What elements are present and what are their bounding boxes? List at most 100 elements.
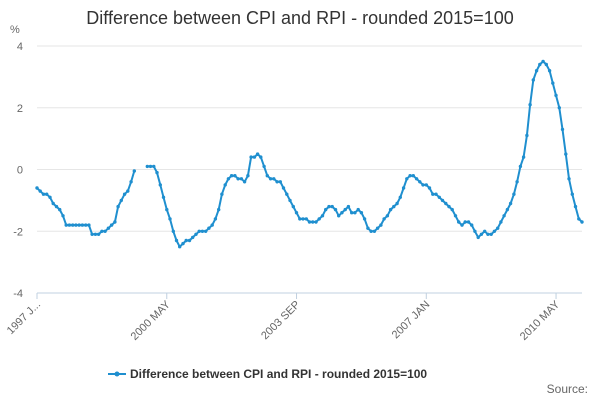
data-point[interactable] (45, 192, 49, 196)
data-point[interactable] (424, 183, 428, 187)
data-point[interactable] (249, 155, 253, 159)
data-point[interactable] (155, 170, 159, 175)
data-point[interactable] (233, 174, 237, 178)
data-point[interactable] (252, 155, 257, 159)
data-point[interactable] (362, 217, 367, 221)
data-point[interactable] (388, 207, 393, 212)
data-point[interactable] (278, 180, 282, 184)
data-point[interactable] (457, 220, 461, 224)
data-point[interactable] (512, 192, 516, 196)
data-point[interactable] (178, 245, 182, 249)
data-point[interactable] (450, 207, 454, 212)
data-point[interactable] (408, 174, 412, 178)
data-point[interactable] (93, 232, 98, 236)
data-point[interactable] (317, 217, 321, 221)
data-point[interactable] (353, 211, 357, 215)
data-point[interactable] (51, 201, 55, 206)
data-point[interactable] (38, 189, 42, 193)
data-point[interactable] (298, 217, 302, 221)
data-point[interactable] (294, 211, 299, 215)
data-point[interactable] (521, 155, 526, 159)
data-point[interactable] (87, 223, 91, 227)
data-point[interactable] (392, 204, 396, 209)
data-point[interactable] (554, 93, 558, 98)
data-point[interactable] (239, 177, 244, 181)
data-point[interactable] (385, 214, 390, 218)
data-point[interactable] (262, 164, 266, 169)
data-point[interactable] (528, 103, 532, 107)
data-point[interactable] (411, 174, 415, 178)
data-point[interactable] (191, 235, 195, 240)
data-point[interactable] (431, 192, 435, 196)
data-point[interactable] (356, 207, 360, 212)
data-point[interactable] (570, 192, 574, 196)
data-point[interactable] (116, 204, 120, 209)
data-point[interactable] (538, 62, 542, 67)
data-point[interactable] (171, 229, 175, 233)
data-point[interactable] (255, 152, 260, 156)
data-point[interactable] (129, 180, 133, 184)
data-point[interactable] (74, 223, 78, 227)
data-point[interactable] (122, 192, 127, 196)
data-point[interactable] (324, 207, 328, 212)
data-point[interactable] (541, 59, 545, 64)
data-point[interactable] (473, 229, 477, 233)
data-point[interactable] (518, 164, 523, 169)
data-point[interactable] (213, 217, 218, 221)
data-point[interactable] (106, 226, 111, 230)
data-point[interactable] (96, 232, 101, 236)
data-point[interactable] (229, 174, 234, 178)
data-point[interactable] (564, 152, 568, 156)
data-point[interactable] (366, 226, 370, 230)
data-point[interactable] (496, 226, 500, 230)
data-point[interactable] (197, 229, 201, 233)
data-point[interactable] (560, 127, 565, 132)
data-point[interactable] (346, 204, 351, 209)
data-point[interactable] (320, 214, 325, 218)
data-point[interactable] (259, 155, 263, 159)
legend[interactable]: Difference between CPI and RPI - rounded… (108, 367, 427, 381)
data-point[interactable] (314, 220, 318, 224)
data-point[interactable] (64, 223, 68, 227)
data-point[interactable] (207, 226, 211, 230)
data-point[interactable] (54, 204, 59, 209)
data-point[interactable] (499, 220, 503, 224)
data-point[interactable] (427, 186, 432, 190)
data-point[interactable] (145, 164, 149, 169)
data-point[interactable] (337, 214, 341, 218)
data-point[interactable] (330, 204, 334, 209)
data-point[interactable] (557, 106, 561, 110)
data-point[interactable] (77, 223, 81, 227)
data-point[interactable] (398, 195, 402, 199)
data-point[interactable] (204, 229, 208, 233)
data-point[interactable] (304, 217, 308, 221)
data-point[interactable] (463, 220, 467, 224)
data-point[interactable] (414, 177, 419, 181)
data-point[interactable] (236, 177, 240, 181)
data-point[interactable] (577, 217, 581, 221)
data-point[interactable] (226, 177, 231, 181)
data-point[interactable] (492, 229, 497, 233)
data-point[interactable] (285, 192, 289, 196)
data-point[interactable] (281, 186, 286, 190)
data-point[interactable] (580, 220, 584, 224)
data-point[interactable] (71, 223, 75, 227)
data-point[interactable] (291, 204, 295, 209)
data-point[interactable] (440, 198, 445, 203)
data-point[interactable] (395, 201, 399, 206)
data-point[interactable] (265, 174, 269, 178)
data-point[interactable] (84, 223, 88, 227)
data-point[interactable] (444, 201, 448, 206)
data-point[interactable] (301, 217, 305, 221)
data-point[interactable] (382, 217, 386, 221)
data-point[interactable] (379, 223, 383, 227)
data-point[interactable] (181, 241, 185, 246)
data-point[interactable] (434, 192, 438, 196)
data-point[interactable] (489, 232, 493, 236)
data-point[interactable] (437, 195, 441, 199)
data-point[interactable] (401, 186, 406, 190)
data-point[interactable] (340, 211, 344, 215)
data-point[interactable] (479, 232, 484, 236)
data-point[interactable] (148, 164, 153, 169)
data-point[interactable] (405, 177, 409, 181)
